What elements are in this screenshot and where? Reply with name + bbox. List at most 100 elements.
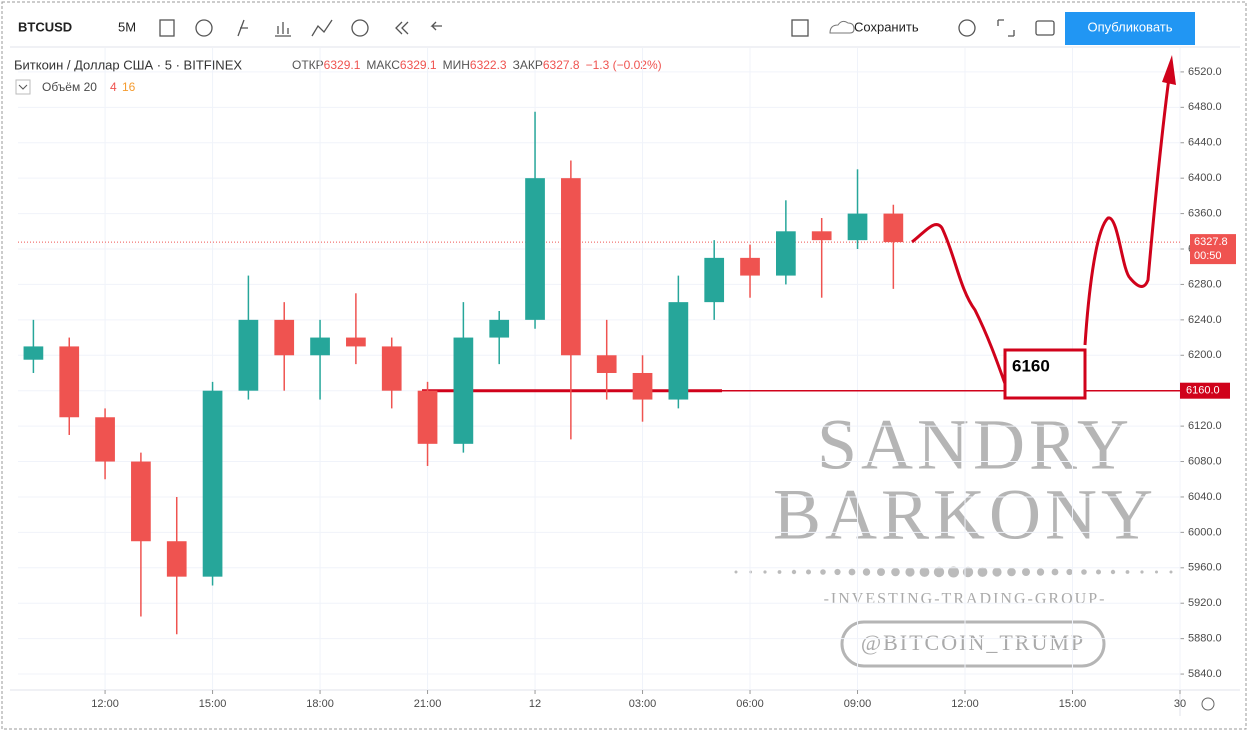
y-tick-label: 5880.0 (1188, 633, 1222, 645)
y-tick-label: 5920.0 (1188, 597, 1222, 609)
candle-body (310, 337, 330, 356)
candle-body (668, 302, 689, 400)
note-box (1003, 348, 1087, 400)
candle-body (596, 355, 617, 373)
dot (1155, 570, 1158, 574)
candle-body (453, 337, 474, 444)
dot (848, 568, 856, 576)
toolbar (10, 10, 1240, 47)
x-tick-label: 12:00 (951, 698, 979, 710)
candles-icon[interactable] (159, 19, 175, 37)
dot (1022, 568, 1030, 576)
toolbar-icons (159, 19, 1055, 37)
dot (933, 566, 945, 578)
dot (777, 570, 782, 574)
candle-body (847, 213, 868, 241)
candle-body (525, 178, 545, 320)
settings-icon[interactable] (958, 19, 976, 37)
legend-low-label: МИН (443, 58, 470, 72)
forecast-up (1083, 69, 1172, 346)
x-tick-label: 15:00 (1059, 698, 1087, 710)
dot (1051, 568, 1059, 576)
chart-icon[interactable] (275, 22, 291, 37)
dot (962, 566, 974, 578)
candle-body (883, 213, 904, 243)
candle-body (131, 461, 151, 542)
dot (862, 568, 871, 576)
alert-icon[interactable] (351, 19, 369, 37)
countdown: 00:50 (1194, 250, 1222, 262)
x-tick-label: 21:00 (414, 698, 442, 710)
y-tick-label: 6120.0 (1188, 420, 1222, 432)
x-tick-label: 12 (529, 698, 541, 710)
dot (1140, 570, 1144, 574)
compare-icon[interactable] (195, 19, 213, 37)
candle-body (23, 346, 44, 360)
publish-button-bg[interactable] (1065, 12, 1195, 45)
y-tick-label: 6000.0 (1188, 526, 1222, 538)
level-label-bg (1180, 382, 1230, 399)
y-tick-label: 6200.0 (1188, 349, 1222, 361)
dot (977, 567, 988, 577)
snapshot-icon[interactable] (1035, 20, 1055, 36)
undo-icon[interactable] (430, 21, 442, 31)
legend-high-label: МАКС (366, 58, 400, 72)
dot (1110, 569, 1116, 575)
legend: Биткоин / Доллар США · 5 · BITFINEX ОТКР… (14, 57, 662, 72)
dot (919, 567, 930, 577)
volume-up: 16 (122, 80, 136, 94)
x-tick-label: 30 (1174, 698, 1186, 710)
candle-body (740, 257, 760, 276)
last-price-bg (1190, 234, 1236, 265)
dot (763, 570, 767, 574)
last-price-label: 6327.8 (1194, 236, 1228, 248)
y-tick-label: 6280.0 (1188, 278, 1222, 290)
watermark-handle: @BITCOIN_TRUMP (861, 630, 1085, 655)
dot (1125, 570, 1130, 574)
x-tick-label: 18:00 (306, 698, 334, 710)
arrow-head (1162, 55, 1176, 85)
watermark-line1: SANDRY (817, 405, 1133, 485)
level-note: 6160 (1003, 348, 1087, 400)
dot (1007, 567, 1016, 577)
save-button[interactable]: Сохранить (854, 19, 919, 34)
legend-close-label: ЗАКР (513, 58, 543, 72)
layout-icon[interactable] (791, 19, 809, 37)
candle-body (561, 178, 581, 356)
x-tick-label: 03:00 (629, 698, 657, 710)
dot (834, 568, 841, 576)
legend-open-label: ОТКР (292, 58, 324, 72)
x-tick-label: 12:00 (91, 698, 119, 710)
publish-button[interactable]: Опубликовать (1087, 19, 1172, 34)
interval[interactable]: 5M (118, 19, 136, 34)
y-tick-label: 6040.0 (1188, 491, 1222, 503)
candle-body (238, 319, 259, 391)
candle-body (811, 231, 832, 241)
volume-toggle[interactable] (15, 79, 31, 95)
candle-body (346, 337, 366, 347)
templates-icon[interactable] (311, 19, 333, 37)
dot (992, 567, 1002, 577)
candle-body (202, 390, 223, 577)
x-tick-label: 06:00 (736, 698, 764, 710)
fullscreen-icon[interactable] (997, 19, 1015, 37)
candle-body (776, 231, 796, 276)
candle-body (59, 346, 80, 418)
y-tick-label: 6080.0 (1188, 455, 1222, 467)
y-tick-label: 6480.0 (1188, 101, 1222, 113)
symbol[interactable]: BTCUSD (18, 19, 72, 34)
dot (1081, 569, 1087, 575)
candle-body (381, 346, 402, 391)
handle-box (840, 620, 1106, 668)
note-text: 6160 (1012, 356, 1050, 375)
axis-settings[interactable] (1201, 697, 1215, 711)
y-tick-label: 6240.0 (1188, 314, 1222, 326)
volume-down: 4 (110, 80, 117, 94)
dot (820, 569, 826, 575)
x-tick-label: 09:00 (844, 698, 872, 710)
y-tick-label: 6360.0 (1188, 207, 1222, 219)
plot: 5840.0 5880.0 5920.0 5960.0 6000.0 6040.0 6080… (18, 48, 1236, 710)
replay-icon[interactable] (395, 21, 409, 35)
indicator-icon[interactable] (237, 19, 248, 37)
